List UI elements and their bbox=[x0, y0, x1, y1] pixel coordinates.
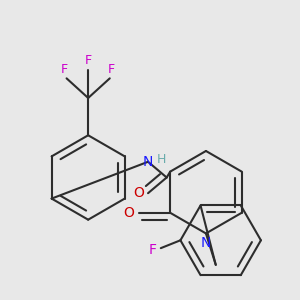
Text: F: F bbox=[108, 63, 115, 76]
Text: N: N bbox=[201, 236, 211, 250]
Text: F: F bbox=[61, 63, 68, 76]
Text: O: O bbox=[123, 206, 134, 220]
Text: F: F bbox=[85, 54, 92, 67]
Text: O: O bbox=[133, 186, 144, 200]
Text: F: F bbox=[149, 243, 157, 257]
Text: H: H bbox=[157, 153, 167, 166]
Text: N: N bbox=[143, 155, 153, 169]
